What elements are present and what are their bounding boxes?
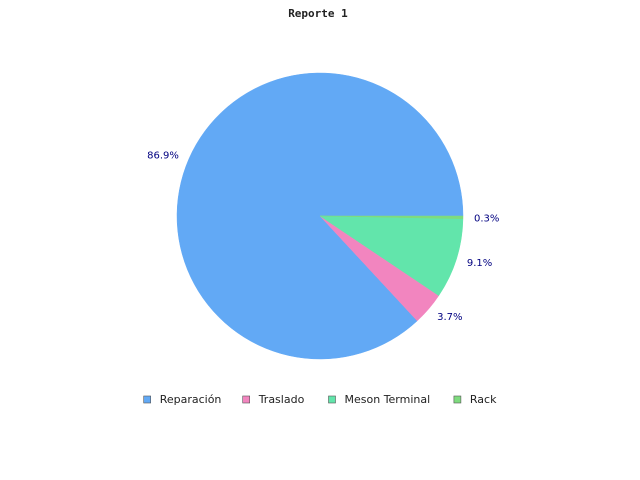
legend-label-meson-terminal: Meson Terminal [345, 393, 431, 406]
legend-swatch-rack [453, 395, 462, 404]
legend-label-rack: Rack [470, 393, 497, 406]
legend-label-traslado: Traslado [258, 393, 305, 406]
pie-slices [176, 72, 464, 360]
slice-label-rack: 0.3% [474, 214, 499, 225]
pie-slice-meson-terminal [319, 215, 464, 296]
chart-title: Reporte 1 [288, 7, 348, 20]
legend: Reparación Traslado Meson Terminal Rack [143, 393, 497, 406]
legend-swatch-reparacion [143, 395, 151, 404]
pie-slice-rack [319, 215, 464, 219]
slice-label-meson-terminal: 9.1% [467, 258, 492, 269]
legend-label-reparacion: Reparación [160, 393, 222, 406]
pie-slice-labels: 86.9% 3.7% 9.1% 0.3% [147, 150, 499, 323]
pie-slice-reparacion [176, 72, 464, 360]
legend-swatch-traslado [242, 395, 250, 404]
slice-label-traslado: 3.7% [437, 312, 462, 323]
slice-label-reparacion: 86.9% [147, 150, 179, 161]
legend-swatch-meson-terminal [328, 395, 336, 404]
